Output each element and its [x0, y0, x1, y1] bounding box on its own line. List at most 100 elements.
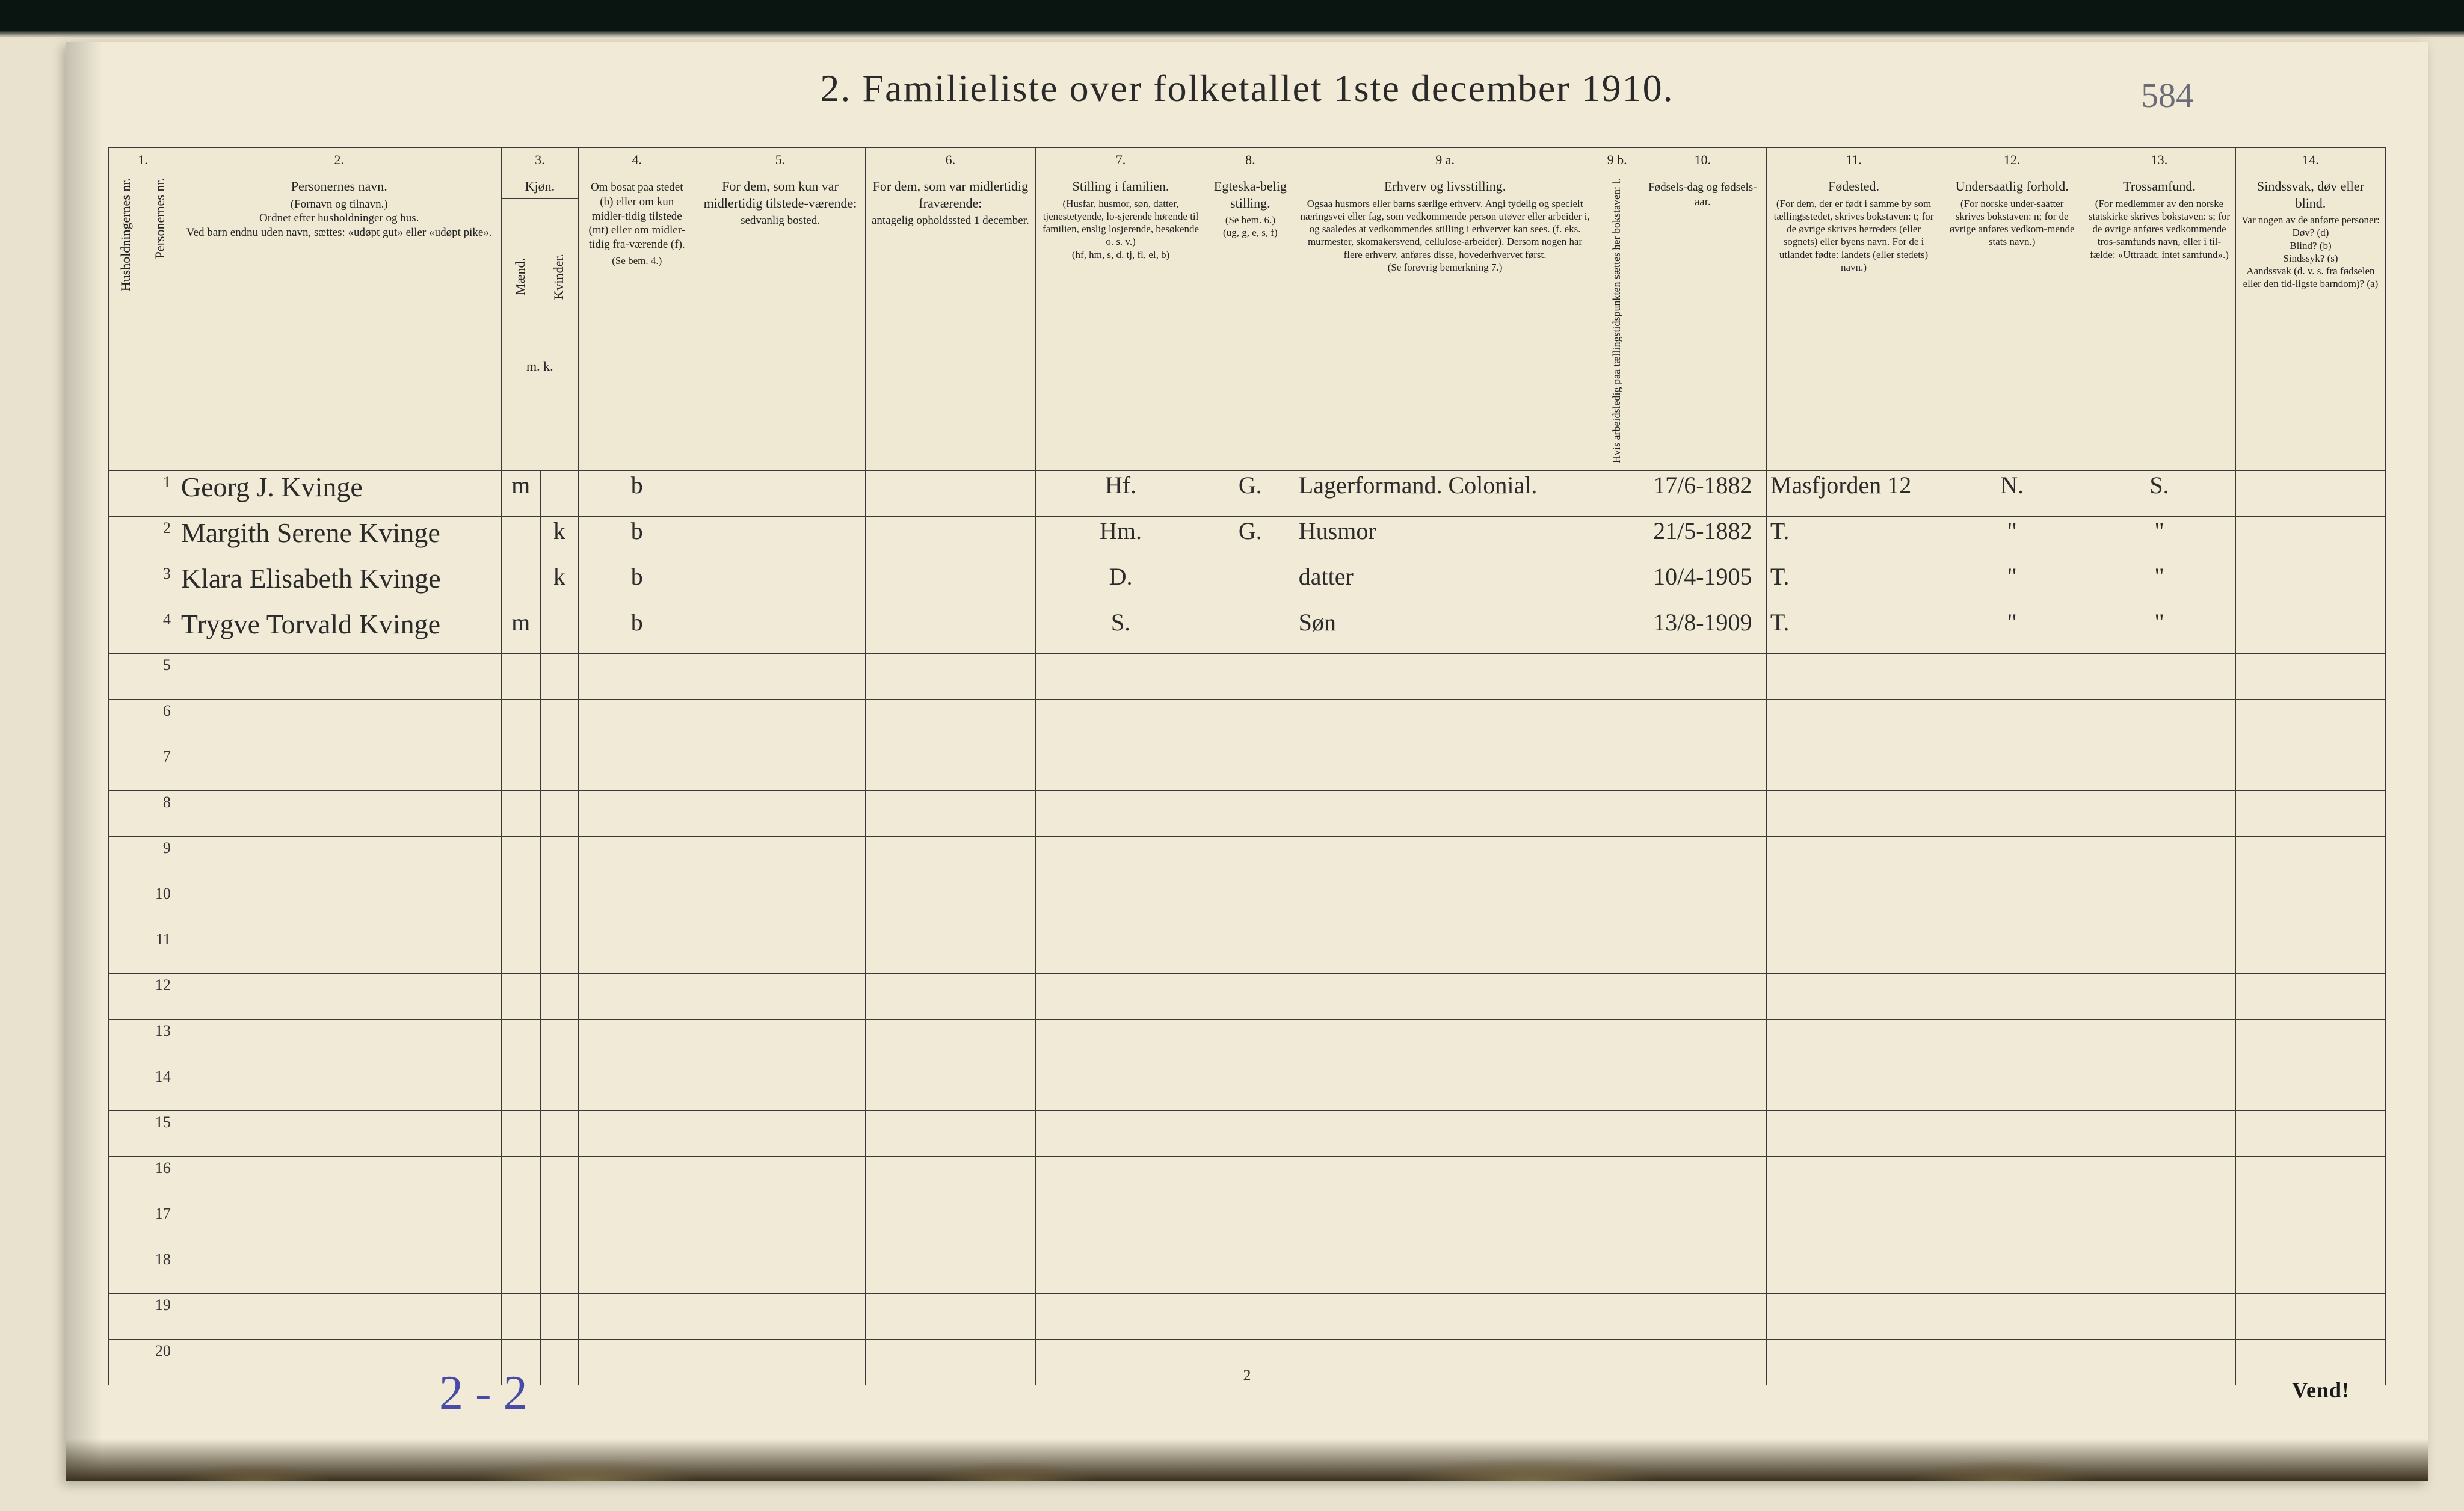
cell-blank [540, 1248, 578, 1294]
cell-blank [1595, 837, 1639, 882]
cell-blank [1206, 1202, 1295, 1248]
cell-blank [1639, 700, 1766, 745]
cell-blank [1766, 928, 1941, 974]
cell-blank [1639, 1157, 1766, 1202]
cell-family-position: Hm. [1036, 517, 1206, 562]
cell-temp-absent [865, 562, 1036, 608]
cell-blank [2235, 745, 2385, 791]
cell-blank [177, 928, 501, 974]
cell-blank [579, 1157, 695, 1202]
cell-blank [1595, 1111, 1639, 1157]
cell-household-nr [109, 745, 143, 791]
hdr-unemployed: Hvis arbeidsledig paa tællingstidspunkte… [1595, 174, 1639, 471]
cell-blank [695, 1294, 865, 1340]
cell-sex-k [540, 608, 578, 654]
cell-blank [501, 1065, 540, 1111]
cell-blank [1941, 1248, 2083, 1294]
cell-blank [1766, 1340, 1941, 1385]
cell-name: Klara Elisabeth Kvinge [177, 562, 501, 608]
cell-person-nr: 6 [143, 700, 177, 745]
cell-blank [1295, 837, 1595, 882]
hdr-marital-sub: (Se bem. 6.) (ug, g, e, s, f) [1211, 214, 1290, 239]
cell-blank [1766, 1248, 1941, 1294]
cell-household-nr [109, 791, 143, 837]
table-row: 1Georg J. KvingembHf.G.Lagerformand. Col… [109, 471, 2386, 517]
hdr-religion-title: Trossamfund. [2123, 179, 2196, 194]
cell-person-nr: 2 [143, 517, 177, 562]
census-page: 584 2. Familieliste over folketallet 1st… [66, 42, 2428, 1481]
cell-blank [1295, 1157, 1595, 1202]
hdr-temp-present-sub: sedvanlig bosted. [700, 214, 860, 228]
cell-blank [1036, 1294, 1206, 1340]
cell-blank [579, 974, 695, 1020]
cell-person-nr: 20 [143, 1340, 177, 1385]
hdr-religion: Trossamfund. (For medlemmer av den norsk… [2083, 174, 2236, 471]
cell-blank [501, 1202, 540, 1248]
cell-blank [1595, 974, 1639, 1020]
cell-household-nr [109, 974, 143, 1020]
cell-household-nr [109, 1202, 143, 1248]
cell-blank [1036, 1111, 1206, 1157]
colnum-12: 12. [1941, 148, 2083, 174]
cell-blank [540, 1065, 578, 1111]
colnum-3: 3. [501, 148, 578, 174]
colnum-1: 1. [109, 148, 177, 174]
cell-blank [865, 928, 1036, 974]
cell-blank [1941, 700, 2083, 745]
cell-blank [177, 791, 501, 837]
cell-household-nr [109, 1111, 143, 1157]
cell-blank [177, 974, 501, 1020]
cell-blank [1206, 654, 1295, 700]
cell-blank [1766, 1065, 1941, 1111]
cell-blank [2083, 1020, 2236, 1065]
cell-blank [1206, 837, 1295, 882]
cell-blank [1595, 1065, 1639, 1111]
cell-blank [1036, 1065, 1206, 1111]
cell-blank [2083, 1248, 2236, 1294]
cell-blank [177, 745, 501, 791]
cell-blank [2083, 791, 2236, 837]
cell-blank [695, 700, 865, 745]
cell-occupation: Søn [1295, 608, 1595, 654]
cell-blank [865, 745, 1036, 791]
cell-blank [2235, 1202, 2385, 1248]
cell-blank [865, 1020, 1036, 1065]
cell-blank [865, 882, 1036, 928]
cell-blank [695, 882, 865, 928]
hdr-sex-male: Mænd. [513, 258, 528, 295]
cell-nationality: " [1941, 562, 2083, 608]
cell-blank [865, 1340, 1036, 1385]
cell-unemployed [1595, 562, 1639, 608]
cell-blank [1036, 1340, 1206, 1385]
cell-blank [579, 882, 695, 928]
cell-blank [2083, 1294, 2236, 1340]
table-row: 14 [109, 1065, 2386, 1111]
cell-blank [1766, 1294, 1941, 1340]
cell-blank [1595, 1340, 1639, 1385]
cell-blank [501, 745, 540, 791]
cell-occupation: Lagerformand. Colonial. [1295, 471, 1595, 517]
hdr-disability-sub: Var nogen av de anførte personer: Døv? (… [2241, 214, 2380, 291]
cell-religion: S. [2083, 471, 2236, 517]
table-row: 8 [109, 791, 2386, 837]
cell-blank [695, 791, 865, 837]
cell-blank [2235, 1020, 2385, 1065]
cell-person-nr: 18 [143, 1248, 177, 1294]
cell-blank [1206, 1157, 1295, 1202]
cell-temp-present [695, 471, 865, 517]
cell-blank [579, 700, 695, 745]
cell-blank [695, 654, 865, 700]
cell-blank [1036, 882, 1206, 928]
hdr-residence-text: Om bosat paa stedet (b) eller om kun mid… [584, 180, 690, 252]
cell-blank [579, 837, 695, 882]
cell-blank [2235, 974, 2385, 1020]
cell-blank [1036, 928, 1206, 974]
cell-blank [865, 1294, 1036, 1340]
cell-blank [540, 1202, 578, 1248]
cell-blank [1295, 1340, 1595, 1385]
cell-blank [695, 1157, 865, 1202]
cell-blank [1766, 1020, 1941, 1065]
cell-blank [501, 974, 540, 1020]
table-header: 1. 2. 3. 4. 5. 6. 7. 8. 9 a. 9 b. 10. 11… [109, 148, 2386, 471]
cell-blank [2083, 654, 2236, 700]
